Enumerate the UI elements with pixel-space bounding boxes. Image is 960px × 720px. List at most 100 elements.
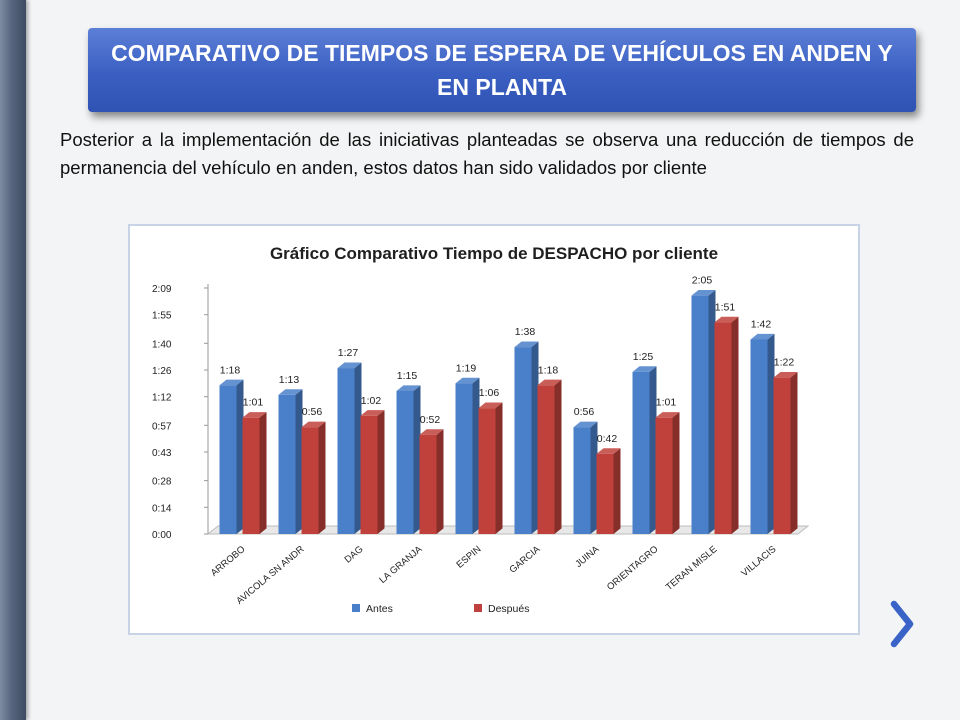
bar-side: [436, 429, 444, 534]
data-label: 1:06: [479, 387, 500, 399]
bar-despues: [419, 434, 437, 534]
data-label: 1:02: [361, 395, 382, 407]
data-label: 0:56: [574, 406, 595, 418]
slide-body-text: Posterior a la implementación de las ini…: [60, 129, 914, 178]
bar-top: [419, 429, 444, 435]
bar-top: [478, 402, 503, 409]
bar-top: [301, 421, 326, 428]
bar-top: [514, 341, 539, 348]
bar-side: [731, 316, 739, 534]
bar-despues: [773, 377, 791, 534]
bar-side: [590, 421, 598, 534]
bar-antes: [691, 295, 709, 534]
bar-side: [413, 385, 421, 534]
bar-antes: [455, 383, 473, 534]
y-tick-label: 1:12: [152, 393, 172, 404]
legend-label: Después: [488, 603, 529, 615]
bar-side: [790, 372, 798, 534]
data-label: 1:27: [338, 347, 359, 359]
despacho-bar-chart: Gráfico Comparativo Tiempo de DESPACHO p…: [152, 244, 810, 615]
y-tick-label: 0:00: [152, 530, 172, 541]
y-tick-label: 0:28: [152, 477, 172, 488]
x-tick-label: ORIENTAGRO: [605, 544, 660, 593]
bar-top: [573, 421, 598, 428]
bar-top: [691, 290, 716, 296]
bar-top: [750, 333, 775, 340]
x-tick-label: ARROBO: [209, 544, 248, 579]
legend-label: Antes: [366, 603, 393, 615]
chevron-right-icon: [890, 600, 914, 648]
x-tick-label: ESPIN: [455, 544, 484, 571]
bar-antes: [278, 394, 296, 534]
bar-despues: [714, 322, 732, 534]
y-tick-label: 0:57: [152, 421, 172, 432]
bar-despues: [242, 417, 260, 534]
x-tick-label: LA GRANJA: [377, 543, 425, 585]
bar-side: [236, 379, 244, 534]
x-tick-label: JUINA: [573, 543, 602, 569]
data-label: 1:42: [751, 318, 772, 330]
y-tick-label: 1:26: [152, 366, 172, 377]
x-tick-label: GARCIA: [507, 543, 542, 575]
bar-despues: [301, 427, 319, 534]
bar-top: [537, 379, 562, 386]
bar-despues: [537, 385, 555, 534]
x-tick-label: DAG: [343, 544, 366, 566]
bar-side: [767, 333, 775, 534]
chart-title: Gráfico Comparativo Tiempo de DESPACHO p…: [270, 244, 718, 263]
bar-despues: [655, 417, 673, 534]
data-label: 1:01: [656, 397, 677, 409]
bar-top: [596, 448, 621, 454]
bar-top: [632, 366, 657, 372]
data-label: 1:19: [456, 362, 477, 374]
data-label: 1:18: [538, 364, 559, 376]
bar-top: [773, 372, 798, 378]
data-label: 0:52: [420, 414, 441, 426]
y-tick-label: 0:43: [152, 448, 172, 459]
bar-top: [337, 362, 362, 369]
bar-despues: [478, 408, 496, 534]
bar-top: [242, 412, 267, 418]
bar-side: [554, 379, 562, 534]
bar-despues: [596, 453, 614, 534]
data-label: 1:22: [774, 357, 795, 369]
legend-swatch-antes: [352, 604, 360, 612]
bar-side: [531, 341, 539, 534]
bar-side: [354, 362, 362, 534]
bar-top: [360, 410, 385, 416]
bar-top: [655, 412, 680, 418]
bar-side: [613, 448, 621, 534]
bar-side: [318, 421, 326, 534]
bar-antes: [750, 339, 768, 534]
bar-antes: [337, 368, 355, 534]
bar-antes: [514, 347, 532, 534]
next-slide-button[interactable]: [884, 594, 920, 654]
data-label: 0:56: [302, 406, 323, 418]
data-label: 1:01: [243, 397, 264, 409]
x-tick-label: VILLACIS: [739, 544, 778, 579]
chart-frame: Gráfico Comparativo Tiempo de DESPACHO p…: [128, 224, 860, 635]
y-tick-label: 0:14: [152, 503, 172, 514]
data-label: 1:13: [279, 374, 300, 386]
bar-top: [455, 377, 480, 384]
data-label: 1:15: [397, 370, 418, 382]
bar-top: [396, 385, 421, 391]
data-label: 1:25: [633, 351, 654, 363]
bar-side: [259, 412, 267, 534]
bar-despues: [360, 415, 378, 534]
y-tick-label: 2:09: [152, 284, 172, 295]
y-tick-label: 1:55: [152, 311, 172, 322]
bar-antes: [219, 385, 237, 534]
bar-side: [377, 410, 385, 534]
bar-top: [278, 389, 303, 395]
data-label: 1:38: [515, 326, 536, 338]
bar-side: [708, 290, 716, 534]
bar-side: [472, 377, 480, 534]
bar-side: [672, 412, 680, 534]
bar-antes: [396, 390, 414, 534]
data-label: 1:51: [715, 301, 736, 313]
bar-side: [495, 402, 503, 534]
data-label: 1:18: [220, 364, 241, 376]
x-tick-label: TERAN MISLE: [664, 544, 720, 593]
bar-side: [649, 366, 657, 534]
